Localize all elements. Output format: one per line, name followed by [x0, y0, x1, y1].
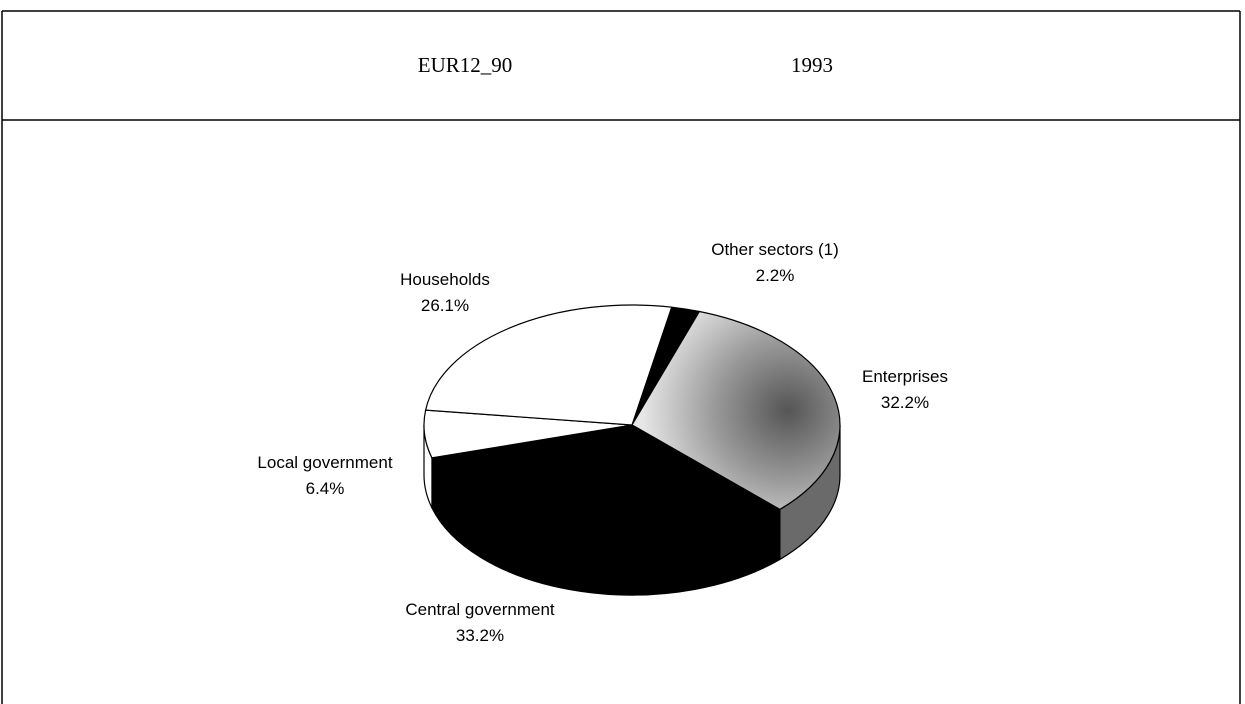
slice-value: 33.2% [456, 626, 504, 645]
pie [423, 304, 841, 596]
slice-label: Enterprises [862, 367, 948, 386]
header-label: EUR12_90 [418, 53, 513, 77]
pie-slice [431, 424, 782, 546]
header-year: 1993 [791, 53, 833, 77]
slice-label: Local government [257, 453, 392, 472]
slice-value: 32.2% [881, 393, 929, 412]
slice-label: Central government [405, 600, 555, 619]
pie-slice [631, 310, 841, 511]
pie-slice [424, 304, 673, 426]
slice-label: Households [400, 270, 490, 289]
slice-value: 6.4% [306, 479, 345, 498]
slice-label: Other sectors (1) [711, 240, 839, 259]
slice-value: 26.1% [421, 296, 469, 315]
slice-value: 2.2% [756, 266, 795, 285]
